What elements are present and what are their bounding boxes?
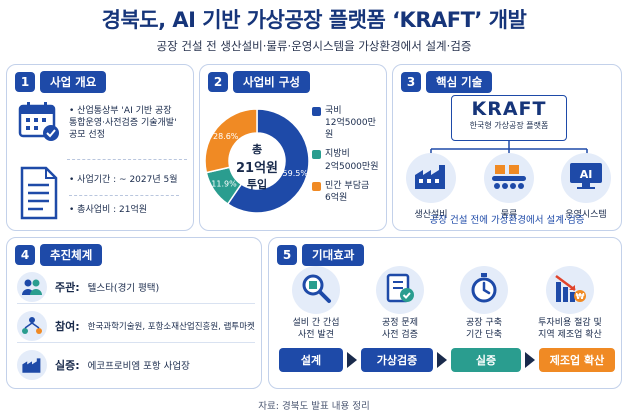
progress-key: 실증: (55, 359, 80, 372)
progress-key: 참여: (55, 319, 80, 333)
kraft-subtitle: 한국형 가상공장 플랫폼 (469, 121, 549, 130)
section-title: 추진체계 (40, 244, 103, 266)
conveyor-icon (490, 161, 528, 195)
cost-down-chart-icon: ₩ (553, 272, 587, 308)
progress-value: 텔스타(경기 평택) (87, 282, 160, 294)
section-title: 사업 개요 (40, 71, 107, 93)
effect-item: ₩ 투자비용 절감 및 지역 제조업 확산 (531, 266, 609, 341)
flow-step-design: 설계 (279, 348, 343, 372)
overview-budget: 총사업비 : 21억원 (77, 204, 148, 215)
progress-panel: 4 추진체계 주관: 텔스타(경기 평택) 참여: 한국과학기술원, 포항소재산… (6, 237, 262, 389)
section-title: 사업비 구성 (233, 71, 310, 93)
flow-step-demonstration: 실증 (451, 348, 521, 372)
donut-center: 총 21억원 투입 (235, 143, 278, 191)
effect-item: 공장 구축 기간 단축 (445, 266, 523, 341)
people-icon (17, 271, 47, 302)
progress-key: 주관: (55, 280, 80, 294)
donut-slice-label: 11.9% (211, 180, 237, 189)
section-title: 기대효과 (302, 244, 365, 266)
progress-value: 에코프로비엠 포항 사업장 (87, 361, 190, 372)
overview-period: 사업기간 : ~ 2027년 5월 (77, 175, 178, 186)
donut-slice-민간 부담금 (204, 108, 258, 174)
magnifier-box-icon (300, 272, 332, 308)
svg-text:₩: ₩ (576, 292, 585, 301)
page-title: 경북도, AI 기반 가상공장 플랫폼 ‘KRAFT’ 개발 (101, 8, 527, 32)
progress-value: 한국과학기술원, 포항소재산업진흥원, 랩투마켓 (87, 321, 255, 332)
document-icon (17, 165, 61, 225)
progress-row: 참여: 한국과학기술원, 포항소재산업진흥원, 랩투마켓 (17, 309, 255, 343)
stopwatch-icon (469, 272, 499, 308)
section-number: 2 (208, 72, 228, 92)
donut-slice-label: 28.6% (213, 132, 239, 141)
section-number: 1 (15, 72, 35, 92)
checklist-icon (385, 272, 415, 308)
svg-text:AI: AI (580, 168, 593, 181)
flow-step-virtual-verify: 가상검증 (361, 348, 433, 372)
core-tech-panel: 3 핵심 기술 KRAFT 한국형 가상공장 플랫폼 생산설비 물류 AI 운영… (392, 64, 622, 231)
budget-donut-chart: 59.5% 11.9% 28.6% (204, 108, 310, 214)
overview-item: • 사업기간 : ~ 2027년 5월 • 총사업비 : 21억원 (17, 165, 179, 225)
progress-row: 실증: 에코프로비엠 포항 사업장 (17, 348, 255, 382)
flow-arrow (347, 352, 357, 368)
network-icon (17, 310, 47, 341)
donut-slice-국비 (226, 108, 310, 214)
flow-step-expansion: 제조업 확산 (539, 348, 615, 372)
factory-icon (413, 161, 449, 195)
factory-icon (17, 350, 47, 380)
budget-legend: 국비 12억5000만원 지방비 2억5000만원 민간 부담금 6억원 (312, 105, 384, 211)
effect-item: 설비 간 간섭 사전 발견 (277, 266, 355, 341)
connector-lines (430, 141, 588, 155)
effect-item: 공정 문제 사전 검증 (361, 266, 439, 341)
overview-text: 산업통상부 'AI 기반 공장 통합운영·사전검증 기술개발' 공모 선정 (69, 105, 177, 141)
overview-panel: 1 사업 개요 • 산업통상부 'AI 기반 공장 통합운영·사전검증 기술개발… (6, 64, 194, 231)
core-item-equipment: 생산설비 (400, 153, 462, 220)
kraft-logo-box: KRAFT 한국형 가상공장 플랫폼 (451, 95, 567, 141)
section-title: 핵심 기술 (426, 71, 493, 93)
budget-panel: 2 사업비 구성 59.5% 11.9% 28.6% 총 21억원 투입 국비 12억… (199, 64, 387, 231)
ai-monitor-icon: AI (568, 161, 604, 195)
section-number: 5 (277, 245, 297, 265)
flow-arrow (437, 352, 447, 368)
source-note: 자료: 경북도 발표 내용 정리 (258, 401, 370, 412)
legend-item: 민간 부담금 6억원 (312, 180, 384, 204)
progress-row: 주관: 텔스타(경기 평택) (17, 270, 255, 304)
kraft-name: KRAFT (471, 98, 547, 120)
donut-slice-label: 59.5% (283, 169, 309, 178)
section-number: 3 (401, 72, 421, 92)
flow-arrow (525, 352, 535, 368)
legend-item: 지방비 2억5000만원 (312, 148, 384, 172)
effects-panel: 5 기대효과 설비 간 간섭 사전 발견 공정 문제 사전 검증 공장 구축 기간 단… (268, 237, 622, 389)
core-item-operation: AI 운영시스템 (555, 153, 617, 220)
page-subtitle: 공장 건설 전 생산설비·물류·운영시스템을 가상환경에서 설계·검증 (156, 39, 472, 53)
legend-item: 국비 12억5000만원 (312, 105, 384, 141)
calendar-check-icon (17, 99, 61, 147)
core-item-logistics: 물류 (478, 153, 540, 220)
core-footer: 공장 건설 전에 가상환경에서 설계·검증 (429, 215, 585, 226)
overview-item: • 산업통상부 'AI 기반 공장 통합운영·사전검증 기술개발' 공모 선정 (17, 99, 179, 147)
section-number: 4 (15, 245, 35, 265)
